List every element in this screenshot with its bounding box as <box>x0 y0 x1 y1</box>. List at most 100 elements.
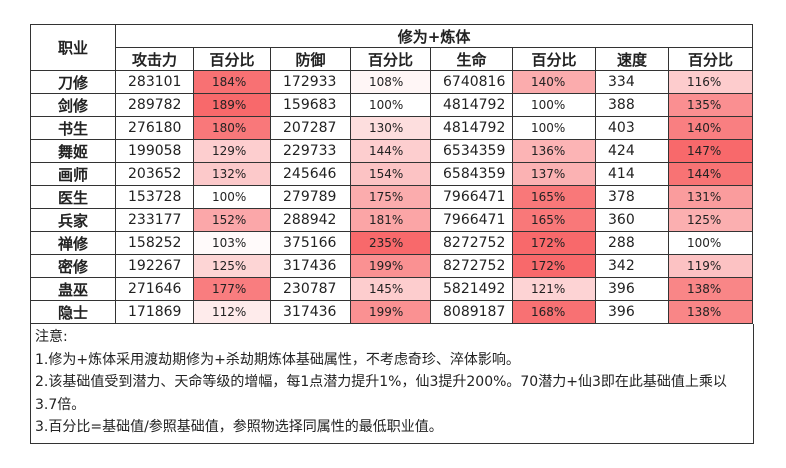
percent-cell: 180% <box>193 116 271 140</box>
percent-cell: 129% <box>193 139 271 163</box>
value-cell: 192267 <box>115 254 194 278</box>
value-cell: 7966471 <box>430 208 513 232</box>
percent-cell: 147% <box>667 139 754 163</box>
percent-cell: 189% <box>193 93 271 117</box>
value-cell: 375166 <box>270 231 351 255</box>
percent-cell: 100% <box>512 93 596 117</box>
table-row: 舞姬 199058 129% 229733 144% 6534359 136% 424 147% <box>30 139 754 163</box>
class-name: 书生 <box>30 116 116 140</box>
note-line: 3.百分比=基础值/参照基础值，参照物选择同属性的最低职业值。 <box>35 419 443 435</box>
value-cell: 317436 <box>270 254 351 278</box>
class-name: 密修 <box>30 254 116 278</box>
value-cell: 289782 <box>115 93 194 117</box>
notes-title: 注意: <box>35 329 68 345</box>
table-row: 画师 203652 132% 245646 154% 6584359 137% 414 144% <box>30 162 754 186</box>
percent-cell: 181% <box>350 208 431 232</box>
value-cell: 360 <box>595 208 669 232</box>
percent-cell: 140% <box>667 116 754 140</box>
percent-cell: 145% <box>350 277 431 301</box>
value-cell: 396 <box>595 277 669 301</box>
percent-cell: 116% <box>667 70 754 94</box>
notes: 注意: 1.修为+炼体采用渡劫期修为+杀劫期炼体基础属性，不考虑奇珍、淬体影响。… <box>30 324 754 444</box>
note-line: 1.修为+炼体采用渡劫期修为+杀劫期炼体基础属性，不考虑奇珍、淬体影响。 <box>35 351 520 368</box>
percent-cell: 199% <box>350 300 431 324</box>
percent-cell: 152% <box>193 208 271 232</box>
sheet: 职业 修为+炼体 攻击力 百分比 防御 百分比 生命 百分比 速度 百分比 刀修 283101 1… <box>30 24 754 444</box>
class-name: 画师 <box>30 162 116 186</box>
value-cell: 245646 <box>270 162 351 186</box>
percent-cell: 136% <box>512 139 596 163</box>
value-cell: 4814792 <box>430 93 513 117</box>
column-header: 生命 <box>430 47 513 71</box>
table-row: 密修 192267 125% 317436 199% 8272752 172% 342 119% <box>30 254 754 278</box>
percent-cell: 100% <box>667 231 754 255</box>
value-cell: 396 <box>595 300 669 324</box>
percent-cell: 137% <box>512 162 596 186</box>
value-cell: 171869 <box>115 300 194 324</box>
percent-cell: 130% <box>350 116 431 140</box>
value-cell: 276180 <box>115 116 194 140</box>
value-cell: 334 <box>595 70 669 94</box>
table-row: 隐士 171869 112% 317436 199% 8089187 168% 396 138% <box>30 300 754 324</box>
value-cell: 271646 <box>115 277 194 301</box>
percent-cell: 235% <box>350 231 431 255</box>
class-name: 蛊巫 <box>30 277 116 301</box>
class-name: 兵家 <box>30 208 116 232</box>
percent-cell: 131% <box>667 185 754 209</box>
class-name: 隐士 <box>30 300 116 324</box>
class-name: 剑修 <box>30 93 116 117</box>
value-cell: 6584359 <box>430 162 513 186</box>
table-row: 医生 153728 100% 279789 175% 7966471 165% 378 131% <box>30 185 754 209</box>
table-row: 书生 276180 180% 207287 130% 4814792 100% 403 140% <box>30 116 754 140</box>
percent-cell: 132% <box>193 162 271 186</box>
value-cell: 172933 <box>270 70 351 94</box>
percent-cell: 108% <box>350 70 431 94</box>
percent-cell: 172% <box>512 254 596 278</box>
value-cell: 288 <box>595 231 669 255</box>
percent-cell: 177% <box>193 277 271 301</box>
value-cell: 153728 <box>115 185 194 209</box>
percent-cell: 100% <box>193 185 271 209</box>
group-header: 修为+炼体 <box>114 24 754 48</box>
percent-cell: 172% <box>512 231 596 255</box>
percent-cell: 121% <box>512 277 596 301</box>
column-header: 防御 <box>270 47 351 71</box>
value-cell: 8272752 <box>430 254 513 278</box>
percent-cell: 165% <box>512 185 596 209</box>
value-cell: 288942 <box>270 208 351 232</box>
percent-cell: 125% <box>667 208 754 232</box>
percent-cell: 165% <box>512 208 596 232</box>
class-name: 舞姬 <box>30 139 116 163</box>
table-row: 刀修 283101 184% 172933 108% 6740816 140% 334 116% <box>30 70 754 94</box>
value-cell: 8272752 <box>430 231 513 255</box>
value-cell: 203652 <box>115 162 194 186</box>
column-header: 百分比 <box>350 47 431 71</box>
value-cell: 6534359 <box>430 139 513 163</box>
stats-table: 职业 修为+炼体 攻击力 百分比 防御 百分比 生命 百分比 速度 百分比 刀修 283101 1… <box>30 24 754 324</box>
value-cell: 199058 <box>115 139 194 163</box>
percent-cell: 138% <box>667 277 754 301</box>
value-cell: 207287 <box>270 116 351 140</box>
percent-cell: 112% <box>193 300 271 324</box>
table-head: 职业 修为+炼体 攻击力 百分比 防御 百分比 生命 百分比 速度 百分比 <box>30 24 754 71</box>
corner-header: 职业 <box>30 24 116 71</box>
value-cell: 388 <box>595 93 669 117</box>
note-line: 2.该基础值受到潜力、天命等级的增幅，每1点潜力提升1%，仙3提升200%。70… <box>35 374 727 413</box>
value-cell: 317436 <box>270 300 351 324</box>
value-cell: 7966471 <box>430 185 513 209</box>
class-name: 医生 <box>30 185 116 209</box>
column-header: 速度 <box>595 47 669 71</box>
table-row: 兵家 233177 152% 288942 181% 7966471 165% 360 125% <box>30 208 754 232</box>
percent-cell: 168% <box>512 300 596 324</box>
value-cell: 6740816 <box>430 70 513 94</box>
percent-cell: 125% <box>193 254 271 278</box>
percent-cell: 184% <box>193 70 271 94</box>
value-cell: 279789 <box>270 185 351 209</box>
percent-cell: 135% <box>667 93 754 117</box>
value-cell: 414 <box>595 162 669 186</box>
percent-cell: 100% <box>512 116 596 140</box>
table-row: 禅修 158252 103% 375166 235% 8272752 172% 288 100% <box>30 231 754 255</box>
table-row: 蛊巫 271646 177% 230787 145% 5821492 121% 396 138% <box>30 277 754 301</box>
column-header: 百分比 <box>512 47 596 71</box>
header-row: 职业 修为+炼体 <box>30 24 754 71</box>
